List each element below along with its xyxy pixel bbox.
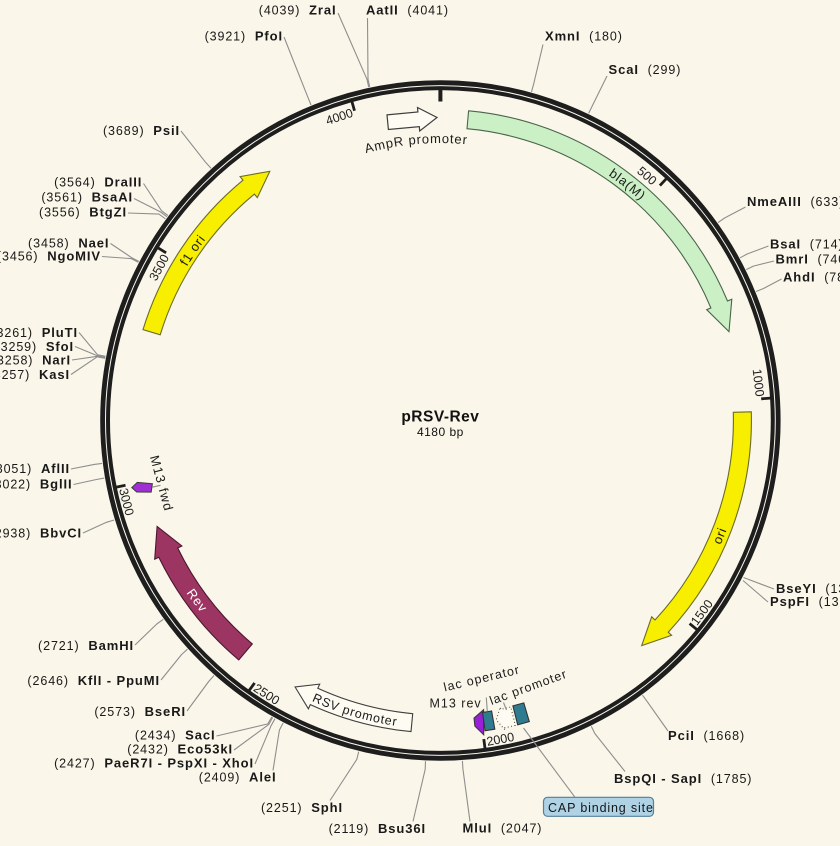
svg-text:BspQI - SapI (1785): BspQI - SapI (1785) bbox=[614, 771, 752, 786]
svg-text:(3689) PsiI: (3689) PsiI bbox=[103, 123, 180, 138]
svg-text:M13 rev: M13 rev bbox=[430, 697, 482, 711]
svg-text:MluI (2047): MluI (2047) bbox=[463, 821, 543, 836]
svg-text:PciI (1668): PciI (1668) bbox=[668, 728, 745, 743]
svg-text:ScaI (299): ScaI (299) bbox=[609, 62, 682, 77]
svg-text:NmeAIII (633): NmeAIII (633) bbox=[747, 194, 840, 209]
svg-text:(3556) BtgZI: (3556) BtgZI bbox=[39, 205, 127, 220]
svg-text:(2409) AleI: (2409) AleI bbox=[199, 770, 277, 785]
svg-text:AhdI (787): AhdI (787) bbox=[783, 270, 840, 285]
svg-text:(3564) DraIII: (3564) DraIII bbox=[54, 175, 142, 190]
svg-text:(2938) BbvCI: (2938) BbvCI bbox=[0, 526, 82, 541]
svg-text:(2573) BseRI: (2573) BseRI bbox=[94, 704, 186, 719]
svg-text:CAP binding site: CAP binding site bbox=[548, 801, 654, 815]
svg-text:(3258) NarI: (3258) NarI bbox=[0, 353, 71, 368]
svg-text:(2251) SphI: (2251) SphI bbox=[261, 800, 343, 815]
svg-text:pRSV-Rev: pRSV-Rev bbox=[401, 409, 479, 426]
svg-text:AatII (4041): AatII (4041) bbox=[366, 3, 449, 18]
svg-text:(2434) SacI: (2434) SacI bbox=[135, 728, 216, 743]
svg-text:(2119) Bsu36I: (2119) Bsu36I bbox=[329, 821, 426, 836]
svg-text:(3257) KasI: (3257) KasI bbox=[0, 367, 70, 382]
svg-text:(3022) BglII: (3022) BglII bbox=[0, 477, 73, 492]
svg-text:(3051) AflII: (3051) AflII bbox=[0, 461, 70, 476]
svg-text:XmnI (180): XmnI (180) bbox=[545, 29, 623, 44]
svg-text:(2646) KflI - PpuMI: (2646) KflI - PpuMI bbox=[27, 673, 160, 688]
svg-text:BsaI (714): BsaI (714) bbox=[770, 237, 840, 252]
svg-text:(2721) BamHI: (2721) BamHI bbox=[38, 638, 134, 653]
svg-text:(4039) ZraI: (4039) ZraI bbox=[259, 3, 337, 18]
svg-text:(2427) PaeR7I - PspXI - XhoI: (2427) PaeR7I - PspXI - XhoI bbox=[54, 756, 254, 771]
svg-text:(3921) PfoI: (3921) PfoI bbox=[205, 29, 283, 44]
svg-text:(3561) BsaAI: (3561) BsaAI bbox=[41, 190, 133, 205]
svg-text:BmrI (740): BmrI (740) bbox=[776, 252, 840, 267]
svg-text:4180 bp: 4180 bp bbox=[417, 425, 464, 439]
svg-text:(2432) Eco53kI: (2432) Eco53kI bbox=[127, 742, 233, 757]
svg-text:PspFI (1369): PspFI (1369) bbox=[770, 594, 840, 609]
svg-text:(3456) NgoMIV: (3456) NgoMIV bbox=[0, 249, 101, 264]
svg-text:(3261) PluTI: (3261) PluTI bbox=[0, 325, 78, 340]
